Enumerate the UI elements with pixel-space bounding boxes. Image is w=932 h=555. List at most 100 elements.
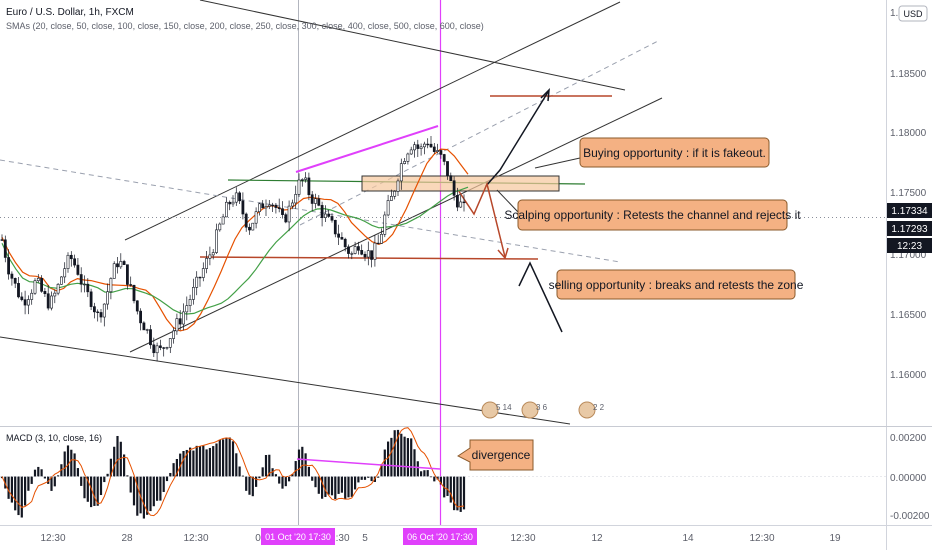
candle-body[interactable] <box>142 322 146 331</box>
candle-body[interactable] <box>152 344 156 354</box>
candle-body[interactable] <box>317 198 321 206</box>
candle-body[interactable] <box>310 194 314 204</box>
candle-body[interactable] <box>192 287 195 300</box>
candle-body[interactable] <box>386 200 390 216</box>
candle-body[interactable] <box>393 191 397 197</box>
candle-body[interactable] <box>182 311 185 325</box>
candlestick-series[interactable] <box>0 136 466 362</box>
candle-body[interactable] <box>455 195 459 208</box>
event-icon[interactable]: 2 2 <box>578 401 605 419</box>
candle-body[interactable] <box>102 303 106 318</box>
candle-body[interactable] <box>59 276 63 285</box>
candle-body[interactable] <box>376 242 380 245</box>
divergence-callout[interactable]: divergence <box>457 439 534 471</box>
candle-body[interactable] <box>403 161 407 164</box>
candle-body[interactable] <box>155 345 159 354</box>
candle-body[interactable] <box>432 146 436 152</box>
candle-body[interactable] <box>267 204 271 207</box>
candle-body[interactable] <box>225 201 228 218</box>
candle-body[interactable] <box>333 219 337 235</box>
candle-body[interactable] <box>13 278 17 284</box>
candle-body[interactable] <box>69 254 73 260</box>
candle-body[interactable] <box>175 318 179 332</box>
candle-body[interactable] <box>290 202 294 207</box>
candle-body[interactable] <box>396 180 400 192</box>
candle-body[interactable] <box>314 198 317 204</box>
buy-callout[interactable]: Buying opportunity : if it is fakeout. <box>579 137 770 168</box>
candle-body[interactable] <box>271 204 275 207</box>
candle-body[interactable] <box>17 283 20 298</box>
candle-body[interactable] <box>198 276 202 279</box>
candle-body[interactable] <box>165 347 169 349</box>
candle-body[interactable] <box>389 196 393 201</box>
candle-body[interactable] <box>33 280 37 294</box>
candle-body[interactable] <box>436 150 440 152</box>
candle-body[interactable] <box>53 292 57 297</box>
candle-body[interactable] <box>228 201 232 205</box>
candle-body[interactable] <box>50 295 53 309</box>
candle-body[interactable] <box>356 246 360 251</box>
candle-body[interactable] <box>254 211 258 224</box>
candle-body[interactable] <box>93 306 96 313</box>
candle-body[interactable] <box>264 206 268 209</box>
candle-body[interactable] <box>63 268 67 278</box>
candle-body[interactable] <box>373 242 377 260</box>
candle-body[interactable] <box>159 345 162 348</box>
candle-body[interactable] <box>360 250 364 255</box>
candle-body[interactable] <box>241 200 245 215</box>
candle-body[interactable] <box>162 347 166 349</box>
candle-body[interactable] <box>99 312 103 318</box>
supply-zone[interactable] <box>361 175 560 192</box>
candle-body[interactable] <box>462 201 466 204</box>
candle-body[interactable] <box>119 261 123 268</box>
candle-body[interactable] <box>218 223 222 231</box>
candle-body[interactable] <box>43 291 47 295</box>
candle-body[interactable] <box>380 233 383 244</box>
candle-body[interactable] <box>409 149 413 155</box>
candle-body[interactable] <box>76 264 80 275</box>
candle-body[interactable] <box>234 192 238 203</box>
candle-body[interactable] <box>238 192 242 202</box>
candle-body[interactable] <box>122 261 126 265</box>
candle-body[interactable] <box>231 201 235 205</box>
candle-body[interactable] <box>363 253 367 258</box>
candle-body[interactable] <box>446 161 449 176</box>
candle-body[interactable] <box>168 338 172 348</box>
macd-axis[interactable]: 0.00200 0.00000 -0.00200 <box>890 433 930 522</box>
candle-body[interactable] <box>89 291 93 307</box>
candle-body[interactable] <box>416 144 420 149</box>
candle-body[interactable] <box>40 278 44 292</box>
candle-body[interactable] <box>36 278 40 282</box>
candle-body[interactable] <box>215 229 218 253</box>
candle-body[interactable] <box>426 143 430 146</box>
candle-body[interactable] <box>277 207 281 209</box>
candle-body[interactable] <box>188 299 192 306</box>
candle-body[interactable] <box>79 274 83 285</box>
candle-body[interactable] <box>139 310 143 324</box>
scalp-callout[interactable]: Scalping opportunity : Retests the chann… <box>504 199 801 231</box>
candle-body[interactable] <box>281 208 284 215</box>
candle-body[interactable] <box>109 278 113 293</box>
candle-body[interactable] <box>135 300 139 312</box>
candle-body[interactable] <box>343 238 347 248</box>
candle-body[interactable] <box>257 203 261 212</box>
candle-body[interactable] <box>3 239 7 258</box>
candle-body[interactable] <box>383 214 387 235</box>
candle-body[interactable] <box>251 222 255 231</box>
candle-body[interactable] <box>195 276 199 288</box>
candle-body[interactable] <box>7 257 11 275</box>
candle-body[interactable] <box>353 246 357 254</box>
candle-body[interactable] <box>366 250 370 258</box>
candle-body[interactable] <box>320 205 324 218</box>
candle-body[interactable] <box>370 250 374 260</box>
candle-body[interactable] <box>30 292 34 300</box>
candle-body[interactable] <box>46 293 50 309</box>
candle-body[interactable] <box>300 179 304 181</box>
candle-body[interactable] <box>211 252 215 256</box>
candle-body[interactable] <box>172 330 176 339</box>
candle-body[interactable] <box>248 226 251 231</box>
candle-body[interactable] <box>413 144 416 151</box>
candle-body[interactable] <box>350 253 354 255</box>
time-axis[interactable]: 12:30 28 12:30 0 12:30 5 12:30 12 14 12:… <box>40 528 841 545</box>
candle-body[interactable] <box>112 263 116 279</box>
